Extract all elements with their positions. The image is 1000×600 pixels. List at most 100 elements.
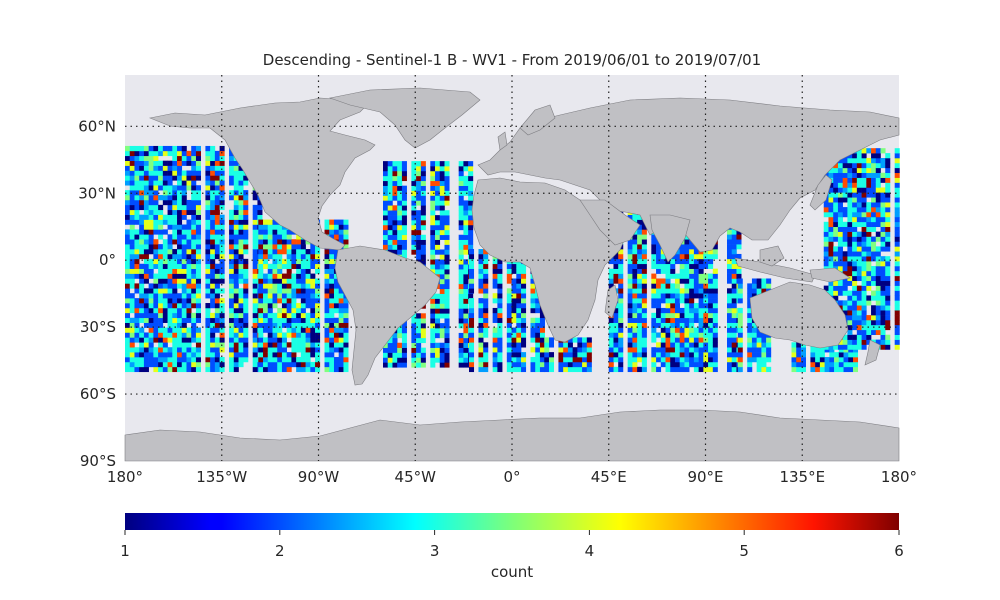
data-cell	[258, 293, 264, 299]
data-cell	[411, 323, 417, 329]
data-cell	[861, 172, 867, 178]
data-cell	[167, 209, 173, 215]
data-cell	[143, 307, 149, 314]
new-guinea	[809, 267, 851, 283]
data-cell	[439, 234, 445, 240]
data-cell	[511, 298, 517, 304]
data-cell	[567, 352, 573, 358]
data-cell	[842, 182, 848, 188]
data-cell	[392, 220, 398, 226]
data-cell	[420, 239, 426, 245]
data-cell	[833, 202, 839, 208]
data-cell	[143, 160, 149, 166]
data-cell	[852, 212, 858, 218]
data-cell	[243, 303, 249, 309]
data-cell	[195, 278, 201, 284]
data-cell	[195, 253, 201, 260]
data-cell	[866, 226, 872, 232]
data-cell	[439, 200, 445, 206]
data-cell	[401, 215, 407, 221]
data-cell	[191, 199, 197, 206]
data-cell	[181, 229, 187, 235]
data-cell	[468, 175, 474, 182]
data-cell	[866, 251, 872, 257]
data-cell	[535, 357, 541, 363]
data-cell	[483, 347, 489, 353]
data-cell	[684, 352, 690, 358]
data-cell	[139, 155, 145, 161]
data-cell	[134, 298, 140, 304]
data-cell	[847, 319, 853, 326]
data-cell	[444, 224, 450, 231]
data-cell	[641, 361, 647, 368]
data-cell	[310, 307, 316, 314]
data-cell	[463, 180, 469, 186]
data-cell	[856, 216, 862, 223]
data-cell	[627, 317, 633, 323]
data-cell	[866, 329, 872, 336]
data-cell	[158, 317, 164, 323]
data-cell	[894, 261, 900, 267]
data-cell	[233, 170, 239, 176]
data-cell	[469, 357, 475, 363]
data-cell	[177, 332, 183, 338]
data-cell	[444, 190, 450, 196]
data-cell	[172, 165, 178, 171]
data-cell	[656, 357, 662, 363]
data-cell	[842, 162, 848, 169]
data-cell	[727, 361, 733, 368]
data-cell	[338, 357, 344, 363]
data-cell	[679, 352, 685, 358]
data-cell	[539, 357, 545, 363]
data-cell	[674, 361, 680, 368]
data-cell	[416, 210, 422, 216]
data-cell	[727, 263, 733, 269]
data-cell	[627, 273, 633, 279]
data-cell	[731, 258, 737, 265]
data-cell	[665, 361, 671, 368]
data-cell	[143, 249, 149, 255]
data-cell	[238, 195, 244, 201]
data-cell	[167, 258, 173, 265]
data-cell	[397, 244, 403, 250]
data-cell	[708, 258, 714, 265]
data-cell	[737, 352, 743, 358]
data-cell	[674, 337, 680, 343]
data-cell	[205, 214, 211, 220]
data-cell	[324, 337, 330, 343]
data-cell	[497, 366, 503, 373]
data-cell	[229, 263, 235, 269]
data-cell	[651, 361, 657, 368]
data-cell	[838, 357, 844, 363]
data-cell	[660, 317, 666, 323]
data-cell	[272, 332, 278, 338]
data-cell	[167, 357, 173, 363]
british-isles	[497, 131, 508, 151]
data-cell	[842, 265, 848, 272]
data-cell	[641, 342, 647, 348]
data-cell	[195, 155, 201, 161]
data-cell	[387, 337, 393, 344]
data-cell	[469, 317, 475, 323]
data-cell	[548, 366, 555, 373]
data-cell	[129, 253, 135, 260]
data-cell	[670, 298, 676, 304]
data-cell	[191, 229, 197, 235]
data-cell	[252, 249, 258, 255]
data-cell	[800, 352, 806, 358]
data-cell	[258, 234, 264, 240]
data-cell	[463, 352, 469, 358]
data-cell	[129, 224, 135, 230]
data-cell	[139, 253, 145, 260]
data-cell	[875, 285, 881, 291]
data-cell	[627, 303, 633, 309]
data-cell	[852, 300, 858, 306]
data-cell	[651, 288, 657, 294]
data-cell	[281, 273, 287, 279]
data-cell	[483, 307, 489, 314]
data-cell	[539, 332, 545, 338]
data-cell	[497, 332, 503, 338]
data-cell	[856, 241, 862, 247]
data-cell	[856, 290, 862, 296]
data-cell	[885, 221, 891, 228]
